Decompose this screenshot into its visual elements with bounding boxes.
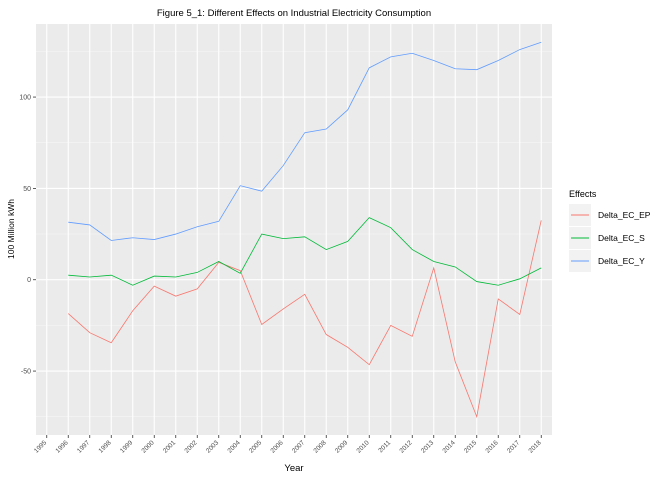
chart-title: Figure 5_1: Different Effects on Industr… [157, 8, 431, 19]
plot-panel [36, 24, 552, 435]
legend-label: Delta_EC_EP [598, 210, 651, 220]
y-tick-label: 0 [27, 277, 31, 284]
series-line-delta-ec-ep [67, 220, 542, 419]
series-line-delta-ec-y [68, 41, 542, 241]
series-line-delta-ec-s [68, 217, 542, 286]
legend-label: Delta_EC_Y [598, 256, 645, 266]
y-tick-label: 100 [19, 95, 31, 102]
y-axis-ticks: -50 0 50 100 [19, 95, 36, 376]
legend: Effects Delta_EC_EP Delta_EC_S Delta_EC_Y [569, 189, 651, 272]
y-tick-label: 50 [23, 186, 31, 193]
series-lines [67, 41, 542, 419]
x-axis-label: Year [284, 463, 303, 474]
y-tick-label: -50 [21, 369, 31, 376]
legend-title: Effects [569, 189, 597, 199]
y-axis-label: 100 Million kWh [6, 199, 16, 259]
legend-label: Delta_EC_S [598, 233, 645, 243]
grid-lines [36, 24, 552, 435]
